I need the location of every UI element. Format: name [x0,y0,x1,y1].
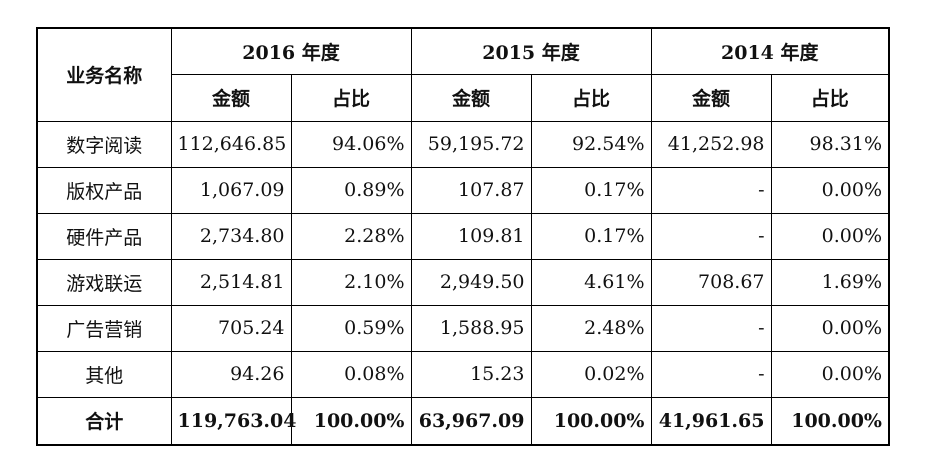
header-ratio: 占比 [290,73,412,122]
cell-amount-2014: - [650,166,772,214]
cell-ratio-2015: 2.48% [530,304,652,352]
cell-ratio-2015: 4.61% [530,258,652,306]
cell-amount-2014: 708.67 [650,258,772,306]
cell-ratio-2015: 92.54% [530,120,652,168]
cell-amount-2016: 1,067.09 [170,166,292,214]
cell-amount-2015: 59,195.72 [410,120,532,168]
header-amount: 金额 [170,73,292,122]
total-ratio-2016: 100.00% [290,396,412,446]
cell-ratio-2014: 0.00% [770,166,890,214]
header-amount: 金额 [650,73,772,122]
total-amount-2015: 63,967.09 [410,396,532,446]
total-label: 合计 [36,396,172,446]
row-business-name: 版权产品 [36,166,172,214]
total-ratio-2014: 100.00% [770,396,890,446]
cell-amount-2014: - [650,304,772,352]
row-business-name: 广告营销 [36,304,172,352]
cell-ratio-2014: 1.69% [770,258,890,306]
cell-amount-2015: 1,588.95 [410,304,532,352]
header-amount: 金额 [410,73,532,122]
cell-ratio-2014: 0.00% [770,350,890,398]
total-row: 合计 119,763.04 100.00% 63,967.09 100.00% … [36,396,890,446]
total-ratio-2015: 100.00% [530,396,652,446]
table-row: 游戏联运 2,514.81 2.10% 2,949.50 4.61% 708.6… [36,258,890,306]
row-business-name: 游戏联运 [36,258,172,306]
cell-ratio-2015: 0.17% [530,166,652,214]
cell-ratio-2015: 0.17% [530,212,652,260]
total-amount-2016: 119,763.04 [170,396,297,446]
cell-ratio-2014: 0.00% [770,304,890,352]
cell-amount-2014: 41,252.98 [650,120,772,168]
header-row-years: 业务名称 2016 年度 2015 年度 2014 年度 [36,27,890,122]
cell-ratio-2014: 0.00% [770,212,890,260]
cell-ratio-2016: 0.59% [290,304,412,352]
cell-ratio-2016: 0.89% [290,166,412,214]
table-row: 版权产品 1,067.09 0.89% 107.87 0.17% - 0.00% [36,166,890,214]
cell-amount-2014: - [650,350,772,398]
cell-ratio-2016: 0.08% [290,350,412,398]
cell-ratio-2014: 98.31% [770,120,890,168]
header-year-2014: 2014 年度 [650,27,890,75]
table-row: 广告营销 705.24 0.59% 1,588.95 2.48% - 0.00% [36,304,890,352]
cell-amount-2016: 705.24 [170,304,292,352]
cell-amount-2016: 112,646.85 [170,120,292,168]
cell-amount-2016: 2,734.80 [170,212,292,260]
row-business-name: 数字阅读 [36,120,172,168]
cell-amount-2015: 109.81 [410,212,532,260]
revenue-table-container: 业务名称 2016 年度 2015 年度 2014 年度 金额 占比 金额 占比… [36,27,890,446]
cell-ratio-2016: 2.28% [290,212,412,260]
header-year-2016: 2016 年度 [170,27,412,75]
table-row: 其他 94.26 0.08% 15.23 0.02% - 0.00% [36,350,890,398]
row-business-name: 硬件产品 [36,212,172,260]
cell-amount-2015: 107.87 [410,166,532,214]
cell-ratio-2016: 2.10% [290,258,412,306]
header-ratio: 占比 [530,73,652,122]
table-row: 数字阅读 112,646.85 94.06% 59,195.72 92.54% … [36,120,890,168]
row-business-name: 其他 [36,350,172,398]
header-year-2015: 2015 年度 [410,27,652,75]
cell-amount-2014: - [650,212,772,260]
cell-amount-2016: 94.26 [170,350,292,398]
cell-amount-2015: 15.23 [410,350,532,398]
header-ratio: 占比 [770,73,890,122]
cell-ratio-2015: 0.02% [530,350,652,398]
revenue-by-business-table: 业务名称 2016 年度 2015 年度 2014 年度 金额 占比 金额 占比… [36,27,890,446]
header-row-metrics: 金额 占比 金额 占比 金额 占比 [37,73,890,122]
cell-ratio-2016: 94.06% [290,120,412,168]
header-business-name: 业务名称 [36,27,172,122]
cell-amount-2015: 2,949.50 [410,258,532,306]
cell-amount-2016: 2,514.81 [170,258,292,306]
table-row: 硬件产品 2,734.80 2.28% 109.81 0.17% - 0.00% [36,212,890,260]
total-amount-2014: 41,961.65 [650,396,772,446]
